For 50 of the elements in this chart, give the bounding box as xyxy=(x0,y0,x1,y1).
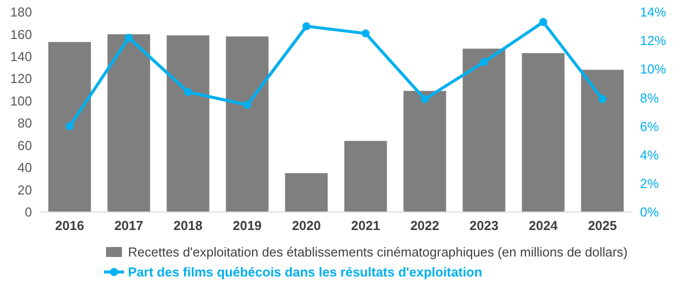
y2-tick-label: 2% xyxy=(640,176,660,191)
bar xyxy=(166,35,210,212)
point xyxy=(598,95,606,104)
bar xyxy=(107,34,150,212)
y2-tick-label: 10% xyxy=(640,62,666,77)
y-tick-label: 120 xyxy=(10,71,32,86)
bar xyxy=(344,140,387,212)
bar xyxy=(48,42,91,212)
point xyxy=(243,100,252,109)
y2-tick-label: 8% xyxy=(640,90,660,106)
legend-label: Recettes d'exploitation des établissements cinématographiques (en millions de dollars) xyxy=(128,244,628,260)
x-tick-label: 2024 xyxy=(528,218,558,233)
y-tick-label: 160 xyxy=(10,26,32,42)
point xyxy=(184,88,192,96)
x-tick-label: 2023 xyxy=(470,218,498,233)
point xyxy=(480,58,488,66)
point xyxy=(539,18,548,26)
x-tick-label: 2025 xyxy=(588,218,617,233)
bar xyxy=(403,90,446,212)
y2-tick-label: 14% xyxy=(640,4,666,20)
y-tick-label: 0 xyxy=(24,204,32,220)
point xyxy=(362,29,370,38)
legend-label: Part des films québécois dans les résultats d'exploitation xyxy=(128,264,482,280)
y-tick-label: 180 xyxy=(10,4,32,20)
y-tick-label: 40 xyxy=(18,160,32,176)
bar xyxy=(462,48,506,212)
y-tick-label: 140 xyxy=(10,48,32,64)
y2-tick-label: 4% xyxy=(640,147,660,162)
point xyxy=(124,34,133,42)
point xyxy=(66,122,74,130)
point xyxy=(420,95,429,104)
y-tick-label: 20 xyxy=(18,182,32,198)
bar xyxy=(226,36,269,212)
point xyxy=(302,22,310,30)
x-tick-label: 2020 xyxy=(292,218,321,233)
y2-tick-label: 0% xyxy=(640,204,660,220)
x-tick-label: 2016 xyxy=(55,218,84,233)
y2-tick-label: 12% xyxy=(640,33,666,48)
x-tick-label: 2018 xyxy=(174,218,202,233)
y-tick-label: 60 xyxy=(18,138,32,153)
x-tick-label: 2019 xyxy=(232,218,262,233)
bar xyxy=(581,70,624,212)
y-tick-label: 80 xyxy=(18,116,32,131)
bar xyxy=(522,53,565,212)
bar xyxy=(285,173,328,212)
x-tick-label: 2021 xyxy=(351,218,380,233)
x-tick-label: 2022 xyxy=(410,218,440,233)
y-tick-label: 100 xyxy=(10,93,32,108)
x-tick-label: 2017 xyxy=(114,218,144,233)
y2-tick-label: 6% xyxy=(640,118,660,134)
